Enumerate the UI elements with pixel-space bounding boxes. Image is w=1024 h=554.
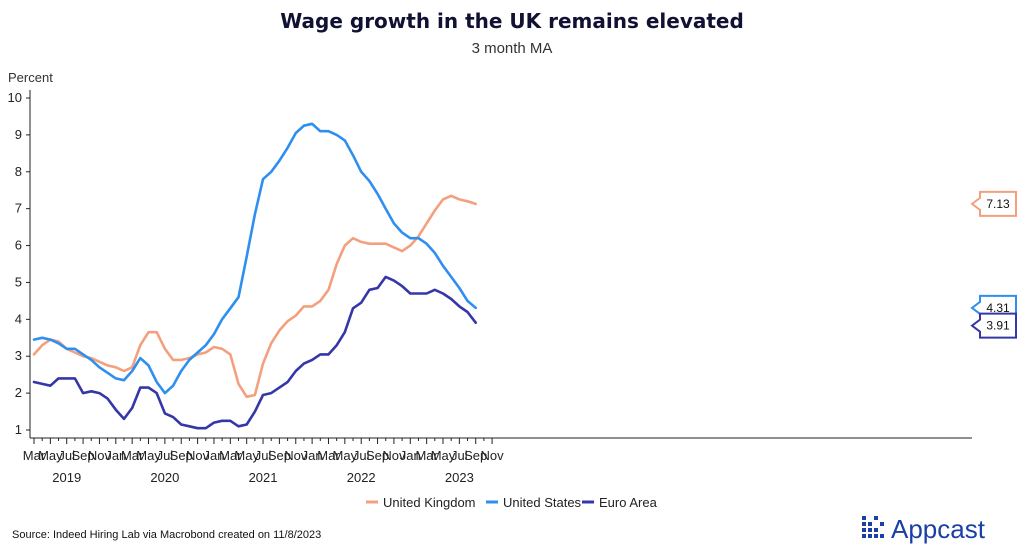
x-year-label: 2020 <box>150 470 179 485</box>
x-tick-label: Jul <box>353 448 370 463</box>
y-axis-label: Percent <box>8 70 53 85</box>
y-tick-label: 10 <box>8 90 22 105</box>
series-line-united-states <box>32 122 478 395</box>
legend: United Kingdom United States Euro Area <box>366 495 658 510</box>
x-tick-label: Mar <box>23 448 46 463</box>
legend-item: United Kingdom <box>366 495 476 510</box>
logo-dot <box>862 528 866 532</box>
x-tick-label: Jul <box>255 448 272 463</box>
x-tick-label: Mar <box>415 448 438 463</box>
end-label-united-kingdom: 7.13 <box>970 190 1017 217</box>
y-tick-label: 7 <box>15 201 22 216</box>
x-tick-label: Jul <box>451 448 468 463</box>
x-tick-label: May <box>234 448 259 463</box>
y-tick-label: 6 <box>15 238 22 253</box>
logo-dot <box>880 522 884 526</box>
chart-title: Wage growth in the UK remains elevated <box>280 9 744 33</box>
x-tick-label: May <box>38 448 63 463</box>
logo-dot <box>880 534 884 538</box>
y-tick-label: 3 <box>15 348 22 363</box>
logo-dot <box>868 528 872 532</box>
end-label-box <box>970 312 1017 339</box>
end-label-value: 4.31 <box>986 301 1010 315</box>
brand-logo: Appcast <box>862 514 986 544</box>
x-tick-label: Sep <box>170 448 193 463</box>
x-year-label: 2023 <box>445 470 474 485</box>
end-label-value: 7.13 <box>986 197 1010 211</box>
end-labels: 7.13 4.31 3.91 <box>970 190 1017 339</box>
chart-subtitle: 3 month MA <box>472 40 553 57</box>
logo-dot <box>862 516 866 520</box>
x-tick-label: Sep <box>268 448 291 463</box>
brand-name: Appcast <box>891 514 986 544</box>
x-tick-label: Mar <box>317 448 340 463</box>
x-tick-label: Nov <box>481 448 505 463</box>
x-tick-label: Sep <box>72 448 95 463</box>
legend-label: Euro Area <box>599 495 658 510</box>
x-tick-label: Jan <box>203 448 224 463</box>
x-tick-label: Jan <box>105 448 126 463</box>
legend-item: Euro Area <box>582 495 658 510</box>
logo-dot <box>862 534 866 538</box>
legend-label: United Kingdom <box>383 495 476 510</box>
end-label-euro-area: 3.91 <box>970 312 1017 339</box>
x-tick-label: May <box>136 448 161 463</box>
y-tick-label: 2 <box>15 385 22 400</box>
x-tick-label: May <box>333 448 358 463</box>
logo-dot <box>874 534 878 538</box>
x-tick-label: Nov <box>284 448 308 463</box>
x-tick-label: Nov <box>88 448 112 463</box>
logo-dot <box>862 522 866 526</box>
legend-label: United States <box>503 495 582 510</box>
x-tick-label: Mar <box>219 448 242 463</box>
legend-item: United States <box>486 495 582 510</box>
y-tick-label: 4 <box>15 311 22 326</box>
x-tick-label: Nov <box>382 448 406 463</box>
x-year-label: 2019 <box>52 470 81 485</box>
series-line-euro-area <box>32 275 478 430</box>
x-tick-label: Jul <box>58 448 75 463</box>
x-tick-label: May <box>431 448 456 463</box>
source-note: Source: Indeed Hiring Lab via Macrobond … <box>12 529 321 541</box>
end-label-box <box>970 190 1017 217</box>
series-lines <box>32 122 478 430</box>
x-tick-label: Sep <box>366 448 389 463</box>
x-tick-label: Jan <box>302 448 323 463</box>
x-tick-label: Nov <box>186 448 210 463</box>
x-tick-label: Sep <box>464 448 487 463</box>
series-line-united-kingdom <box>32 194 478 399</box>
y-tick-label: 8 <box>15 164 22 179</box>
y-tick-label: 5 <box>15 274 22 289</box>
logo-dot <box>874 528 878 532</box>
x-year-label: 2022 <box>347 470 376 485</box>
logo-dot <box>874 516 878 520</box>
end-label-value: 3.91 <box>986 319 1010 333</box>
appcast-logo-icon <box>862 516 884 538</box>
logo-dot <box>868 522 872 526</box>
x-tick-label: Jan <box>400 448 421 463</box>
axes: 12345678910MarMayJulSepNovJanMarMayJulSe… <box>8 90 972 485</box>
logo-dot <box>868 534 872 538</box>
x-tick-label: Jul <box>157 448 174 463</box>
y-tick-label: 9 <box>15 127 22 142</box>
y-tick-label: 1 <box>15 422 22 437</box>
x-tick-label: Mar <box>121 448 144 463</box>
x-year-label: 2021 <box>249 470 278 485</box>
